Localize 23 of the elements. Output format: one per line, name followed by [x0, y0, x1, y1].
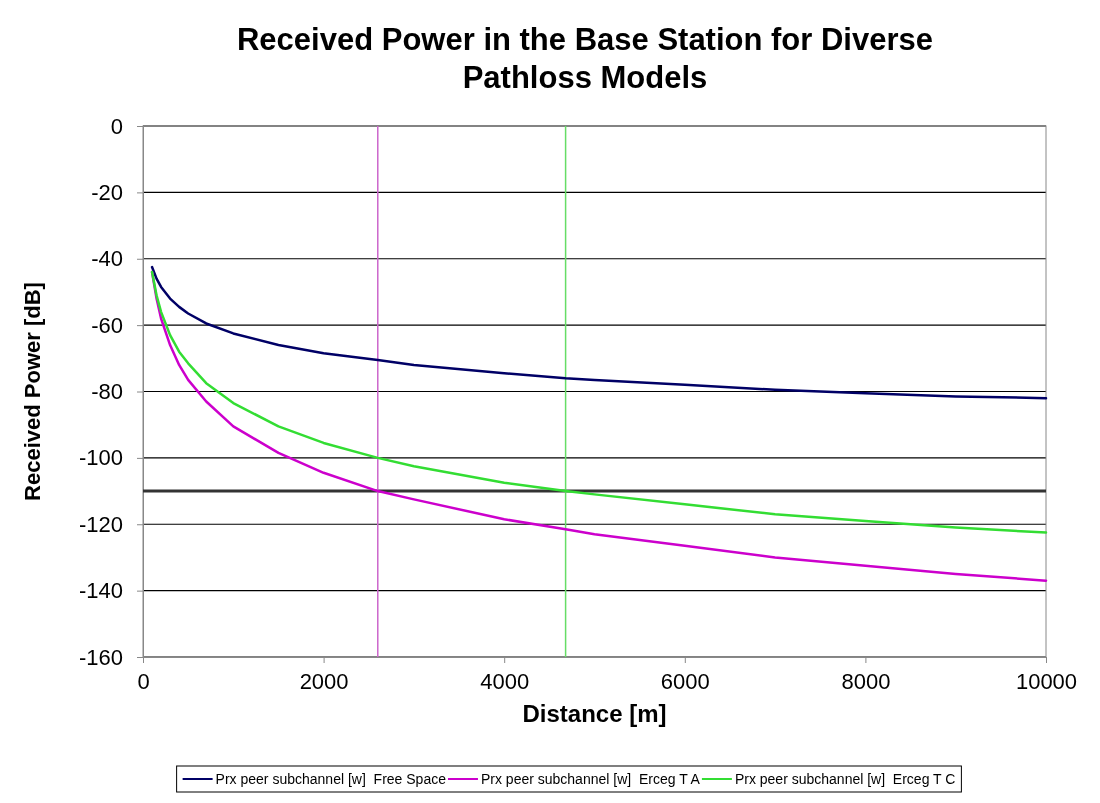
legend-label: Prx peer subchannel [w] Erceg T A [480, 771, 701, 787]
x-tick-label: 8000 [841, 668, 891, 694]
line-series [150, 270, 1048, 534]
chart-title: Received Power in the Base Station for Diverse Pathloss Models [236, 22, 934, 95]
y-tick-label: -140 [78, 578, 123, 604]
x-tick-label: 0 [137, 668, 150, 694]
x-axis-title: Distance [m] [522, 700, 667, 727]
y-tick-label: 0 [110, 113, 123, 139]
y-tick-label: -80 [91, 379, 123, 405]
y-tick-label: -100 [78, 445, 123, 471]
y-tick-label: -160 [78, 644, 123, 670]
y-tick-label: -60 [91, 312, 123, 338]
y-tick-label: -40 [91, 246, 123, 272]
y-tick-label: -120 [78, 511, 123, 537]
legend-label: Prx peer subchannel [w] Erceg T C [734, 771, 956, 787]
x-tick-label: 6000 [660, 668, 710, 694]
y-tick-label: -20 [91, 179, 123, 205]
y-axis-title: Received Power [dB] [20, 282, 45, 501]
x-tick-label: 4000 [480, 668, 530, 694]
legend-label: Prx peer subchannel [w] Free Space [215, 771, 447, 787]
line-series [150, 265, 1048, 400]
x-tick-label: 10000 [1015, 668, 1078, 694]
x-tick-label: 2000 [299, 668, 349, 694]
